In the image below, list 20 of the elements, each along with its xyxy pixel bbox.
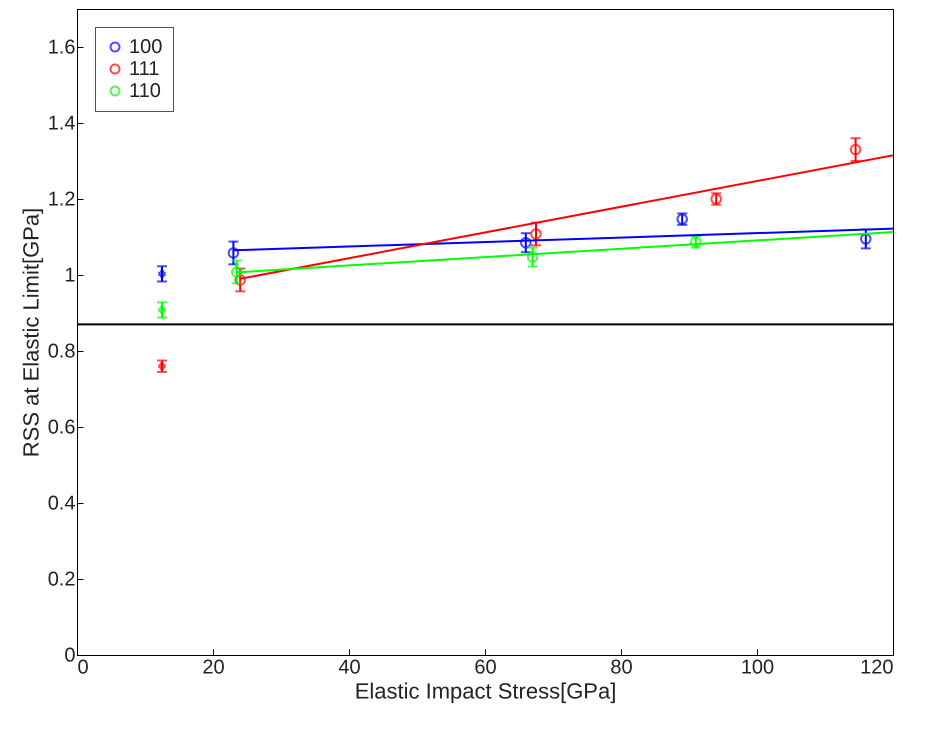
- y-tick-label: 1.6: [48, 36, 76, 58]
- x-tick-label: 60: [474, 656, 497, 678]
- y-axis-title: RSS at Elastic Limit[GPa]: [18, 208, 44, 458]
- x-tick-label: 40: [338, 656, 361, 678]
- legend-label: 110: [129, 80, 161, 102]
- legend-label: 100: [129, 36, 162, 58]
- legend-label: 111: [129, 58, 160, 80]
- y-tick-label: 0.8: [48, 340, 76, 362]
- y-tick-label: 0.2: [48, 568, 76, 590]
- y-tick-label: 1: [64, 264, 76, 286]
- y-tick-label: 1.4: [48, 112, 76, 134]
- y-tick-label: 1.2: [48, 188, 76, 210]
- x-tick-label: 120: [860, 656, 894, 678]
- x-tick-label: 80: [610, 656, 633, 678]
- y-tick-label: 0.4: [48, 492, 76, 514]
- x-tick-label: 0: [78, 656, 89, 678]
- x-tick-label: 20: [202, 656, 225, 678]
- y-tick-label: 0.6: [48, 416, 76, 438]
- x-tick-label: 100: [740, 656, 774, 678]
- x-axis-title: Elastic Impact Stress[GPa]: [354, 678, 616, 704]
